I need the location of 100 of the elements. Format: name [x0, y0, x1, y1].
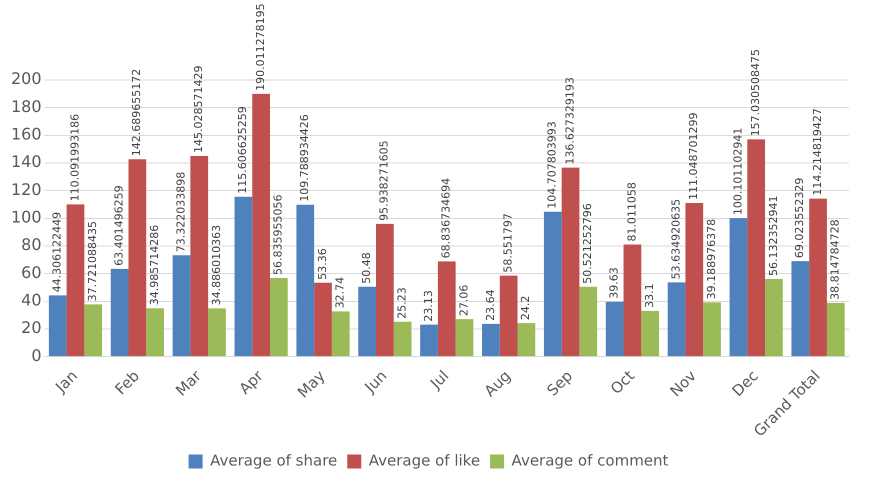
bar	[48, 295, 67, 356]
bar	[791, 261, 810, 356]
bar	[234, 196, 252, 356]
y-tick-label: 20	[21, 318, 42, 338]
bar	[765, 278, 783, 356]
bar	[394, 322, 412, 356]
bar	[84, 304, 102, 356]
data-label: 38.814784728	[828, 219, 842, 300]
y-tick-label: 180	[10, 96, 42, 116]
x-tick-label: Mar	[172, 366, 206, 400]
data-label: 56.835955056	[272, 194, 285, 275]
data-label: 104.707803993	[546, 121, 559, 209]
data-label: 81.011058	[625, 182, 638, 242]
y-tick-label: 120	[10, 180, 42, 199]
data-label: 33.1	[643, 283, 656, 308]
bar	[190, 156, 208, 356]
data-label: 53.634920635	[669, 198, 682, 280]
y-tick-label: 140	[10, 152, 42, 172]
data-label: 39.63	[608, 267, 621, 299]
data-label: 142.689655172	[130, 68, 144, 156]
bar	[826, 302, 845, 356]
legend-label: Average of share	[210, 451, 338, 470]
bar	[579, 286, 598, 356]
bar	[456, 319, 474, 356]
bar	[420, 324, 438, 356]
x-tick-label: Oct	[606, 366, 638, 398]
data-label: 37.721088435	[86, 220, 100, 302]
data-label: 23.13	[422, 290, 435, 322]
x-tick-label: Jan	[51, 366, 82, 397]
bar	[110, 268, 128, 356]
bar	[270, 278, 288, 356]
data-label: 109.788934426	[298, 114, 312, 202]
x-tick-label: Dec	[728, 366, 762, 400]
bar	[730, 218, 748, 356]
data-label: 68.836734694	[440, 178, 453, 258]
bar	[314, 282, 332, 356]
bar	[544, 212, 562, 356]
y-tick-label: 60	[21, 262, 42, 282]
bar	[606, 302, 624, 356]
y-tick-label: 40	[21, 290, 42, 310]
bar	[438, 261, 456, 356]
x-tick-label: Feb	[111, 366, 143, 398]
data-label: 111.048701299	[687, 112, 700, 200]
data-label: 27.06	[457, 284, 470, 316]
y-tick-label: 100	[10, 207, 42, 226]
bar	[332, 311, 350, 356]
x-tick-label: Jun	[360, 366, 390, 397]
data-label: 157.030508475	[749, 48, 762, 136]
data-label: 58.551797	[502, 213, 515, 273]
bar	[482, 324, 500, 356]
bar	[809, 198, 827, 356]
legend-label: Average of like	[368, 451, 480, 470]
bar	[172, 255, 190, 356]
data-label: 114.214819427	[810, 108, 824, 196]
bar	[146, 308, 164, 356]
bar	[685, 203, 704, 356]
data-label: 100.101102941	[731, 128, 744, 216]
data-label: 32.74	[334, 276, 347, 308]
data-label: 56.132352941	[766, 195, 780, 276]
bar	[624, 244, 642, 356]
data-label: 53.36	[316, 248, 329, 280]
x-tick-label: Sep	[543, 366, 576, 400]
bar	[358, 286, 376, 356]
data-label: 50.48	[360, 252, 374, 284]
data-label: 95.938271605	[378, 140, 391, 221]
bar	[128, 159, 146, 356]
data-label: 136.627329193	[563, 77, 576, 165]
y-tick-label: 80	[21, 235, 42, 254]
x-tick-label: Aug	[480, 366, 514, 400]
bar	[500, 276, 518, 356]
x-tick-label: Jul	[426, 366, 452, 394]
bar	[66, 204, 84, 356]
data-label: 34.886010363	[210, 224, 223, 306]
data-label: 63.401496259	[112, 185, 126, 266]
x-tick-label: Apr	[236, 366, 268, 398]
y-tick-label: 0	[31, 346, 42, 365]
data-label: 25.23	[395, 287, 408, 319]
data-label: 115.606625259	[236, 106, 250, 194]
data-label: 73.322033898	[174, 172, 188, 252]
legend-label: Average of comment	[512, 451, 669, 470]
bar	[252, 94, 270, 356]
bar	[747, 139, 766, 356]
bar	[296, 204, 314, 356]
bar	[562, 168, 580, 356]
data-label: 34.985714286	[148, 224, 161, 306]
bar	[641, 310, 660, 356]
bar	[703, 302, 721, 356]
data-label: 69.023552329	[793, 178, 806, 258]
data-label: 39.188976378	[704, 218, 718, 300]
x-tick-label: Nov	[666, 366, 700, 400]
y-tick-label: 200	[10, 69, 42, 88]
data-label: 44.306122449	[50, 212, 64, 292]
y-tick-label: 160	[10, 124, 42, 144]
data-label: 24.2	[519, 296, 532, 320]
bar	[376, 224, 394, 356]
data-label: 145.028571429	[192, 66, 206, 154]
bar	[668, 282, 686, 356]
data-label: 50.521252796	[581, 203, 594, 284]
bar	[208, 308, 226, 356]
bar	[518, 323, 536, 356]
